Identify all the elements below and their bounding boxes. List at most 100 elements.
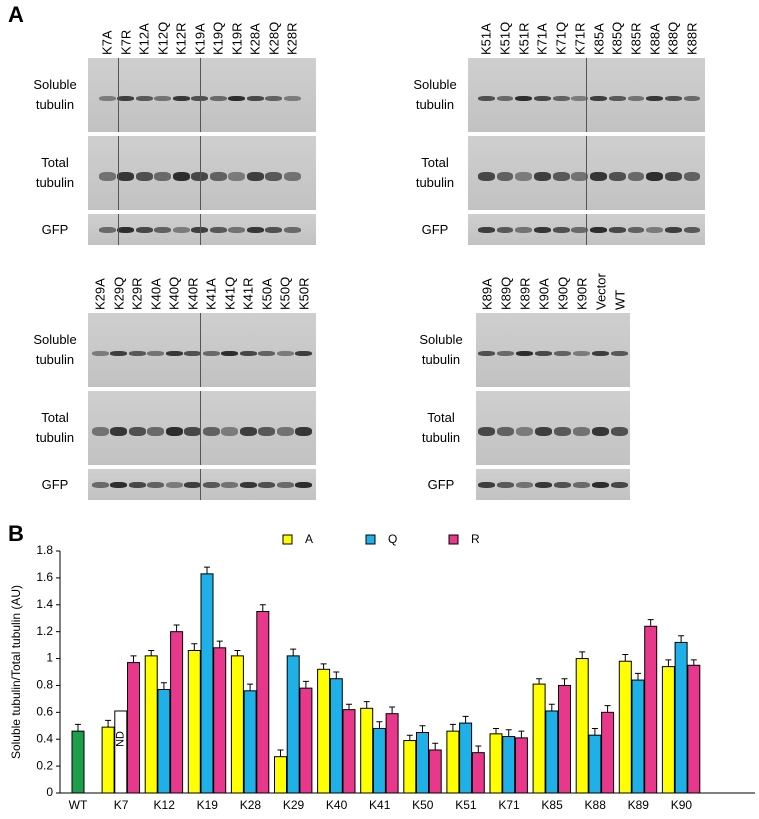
band [552,172,570,182]
band [228,172,246,182]
error-bar [493,727,499,734]
bar [256,611,270,794]
lane-label: K28R [284,22,300,55]
bar [329,678,343,794]
band [110,481,128,488]
lane-divider [118,136,119,210]
lane-label: K28Q [266,21,282,55]
band [295,351,313,357]
band [98,226,116,233]
bar [286,655,300,794]
bar [187,649,201,794]
band [110,427,128,437]
y-tick-label: 0.2 [36,758,53,772]
x-tick-label: K88 [585,798,607,812]
band [683,172,701,182]
lane-divider [200,214,201,245]
band [98,172,116,182]
band [154,172,172,182]
bar [514,737,528,794]
error-bar [432,742,439,750]
error-bar [130,655,137,663]
bar [342,709,356,794]
bar [243,690,257,794]
lane-label: K71A [534,23,550,55]
error-bar [191,643,198,651]
row-label: Total tubulin [35,155,75,190]
band [172,226,190,233]
error-bar [160,682,167,690]
band [221,427,239,437]
bar [601,711,615,794]
band [608,226,626,233]
error-bar [302,680,309,689]
band [191,226,209,233]
x-tick-label: K51 [455,798,477,812]
band [496,481,515,488]
lane-label: WT [612,289,627,310]
band [534,96,551,102]
band [646,226,664,233]
bar [545,710,559,794]
error-bar [75,723,81,732]
band [283,226,301,233]
lane-label: K28A [247,23,263,55]
lane-divider [200,136,201,210]
band [534,351,553,357]
band [276,351,294,357]
error-bar [604,705,611,713]
band [552,226,570,233]
lane-label: K90A [536,278,551,310]
lane-label: K71R [572,22,588,55]
band [246,172,264,182]
band [608,96,626,102]
band [239,481,257,488]
band [683,226,701,233]
band [496,96,514,102]
lane-label: K85R [628,22,644,55]
bar [416,732,429,794]
lane-label: K40A [148,278,164,310]
band [496,172,514,182]
bar-annotation: ND [115,731,127,747]
row-label: Soluble tubulin [33,77,77,112]
band [553,351,572,357]
error-bar [277,749,284,757]
bar [71,730,85,794]
bar [144,655,158,794]
band [515,226,533,233]
band [664,96,682,102]
band [553,481,572,488]
error-bar [505,729,512,737]
band [246,96,264,102]
band [515,96,533,102]
lane-label: K29A [92,278,108,310]
band [515,351,534,357]
band [646,96,664,102]
lane-label: K50A [259,278,275,310]
lane-divider [200,58,201,132]
lane-label: K41A [203,278,219,310]
bar [532,683,546,794]
lane-label: K85A [591,23,607,55]
band [571,96,589,102]
band [477,351,496,357]
band [228,226,246,233]
band [265,96,283,102]
band [191,172,209,182]
band [184,427,202,437]
band [209,226,227,233]
error-bar [105,719,112,728]
band [98,96,116,102]
legend-label: Q [388,532,397,546]
band [165,351,183,357]
band [258,481,276,488]
band [477,481,496,488]
y-tick-label: 0.4 [36,731,53,745]
y-tick-label: 1.4 [36,597,53,611]
row-label: Total tubulin [415,155,455,190]
error-bar [591,727,598,736]
lane-label: K7R [118,29,134,55]
y-tick-label: 0.8 [36,678,53,692]
